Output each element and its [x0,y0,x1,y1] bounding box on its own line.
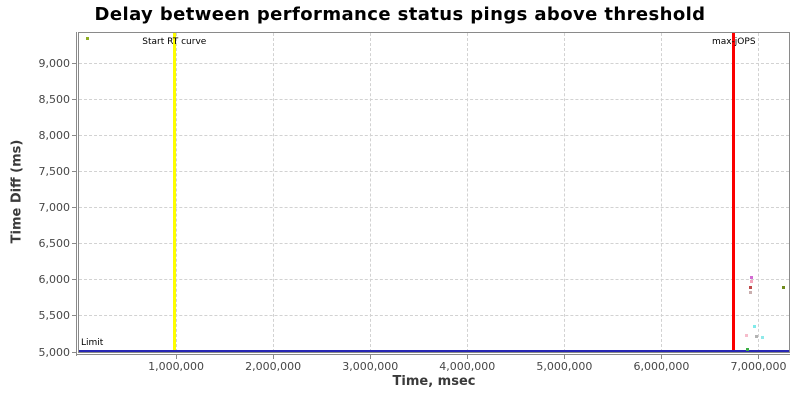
data-point [86,37,90,41]
y-gridline [79,207,789,209]
y-gridline [79,171,789,173]
y-tick-label: 6,000 [38,273,71,287]
x-axis-title: Time, msec [392,374,476,389]
y-tick-label: 9,000 [38,56,71,70]
y-tick-label: 5,000 [38,345,71,359]
x-gridline [660,33,662,352]
chart-title: Delay between performance status pings a… [94,4,706,25]
x-tick-label: 7,000,000 [730,360,787,373]
data-point [781,286,785,290]
data-point [749,286,753,290]
marker-line-start-rt-curve [172,33,176,352]
y-tick-label: 8,000 [38,128,71,142]
y-tick-mark [72,243,76,245]
x-gridline [758,33,760,352]
marker-label-limit: Limit [81,338,104,348]
y-tick-mark [72,315,76,317]
x-tick-label: 3,000,000 [342,360,399,373]
data-point [754,334,758,338]
x-tick-label: 1,000,000 [148,360,205,373]
y-gridline [79,134,789,136]
y-tick-label: 6,500 [38,237,71,251]
y-tick-mark [72,62,76,64]
x-tick-mark [272,355,274,359]
data-point [752,324,756,328]
y-gridline [79,243,789,245]
plot-area [78,32,790,353]
x-tick-label: 5,000,000 [536,360,593,373]
y-tick-label: 8,500 [38,92,71,106]
marker-line-limit [79,349,789,352]
y-gridline [79,315,789,317]
y-tick-mark [72,351,76,353]
x-gridline [369,33,371,352]
y-tick-mark [72,134,76,136]
y-tick-label: 7,500 [38,165,71,179]
x-tick-mark [660,355,662,359]
y-tick-mark [72,207,76,209]
x-gridline [466,33,468,352]
y-tick-mark [72,171,76,173]
y-gridline [79,98,789,100]
x-tick-mark [466,355,468,359]
y-gridline [79,279,789,281]
data-point [749,290,753,294]
x-gridline [272,33,274,352]
data-point [760,336,764,340]
x-tick-label: 6,000,000 [633,360,690,373]
y-tick-label: 5,500 [38,309,71,323]
x-axis-line [76,354,790,355]
y-tick-mark [72,279,76,281]
marker-label-max-jops: max-jOPS [711,37,756,47]
x-tick-mark [369,355,371,359]
data-point [749,280,753,284]
data-point [750,276,754,280]
y-axis-line [76,32,77,356]
x-tick-mark [563,355,565,359]
y-tick-mark [72,98,76,100]
x-gridline [563,33,565,352]
y-tick-label: 7,000 [38,201,71,215]
marker-label-start-rt-curve: Start RT curve [142,37,207,47]
y-gridline [79,62,789,64]
data-point [746,347,750,351]
x-tick-label: 4,000,000 [439,360,496,373]
x-gridline [175,33,177,352]
x-tick-mark [175,355,177,359]
data-point [745,333,749,337]
x-tick-mark [758,355,760,359]
x-tick-label: 2,000,000 [245,360,302,373]
marker-line-max-jops [732,33,736,352]
